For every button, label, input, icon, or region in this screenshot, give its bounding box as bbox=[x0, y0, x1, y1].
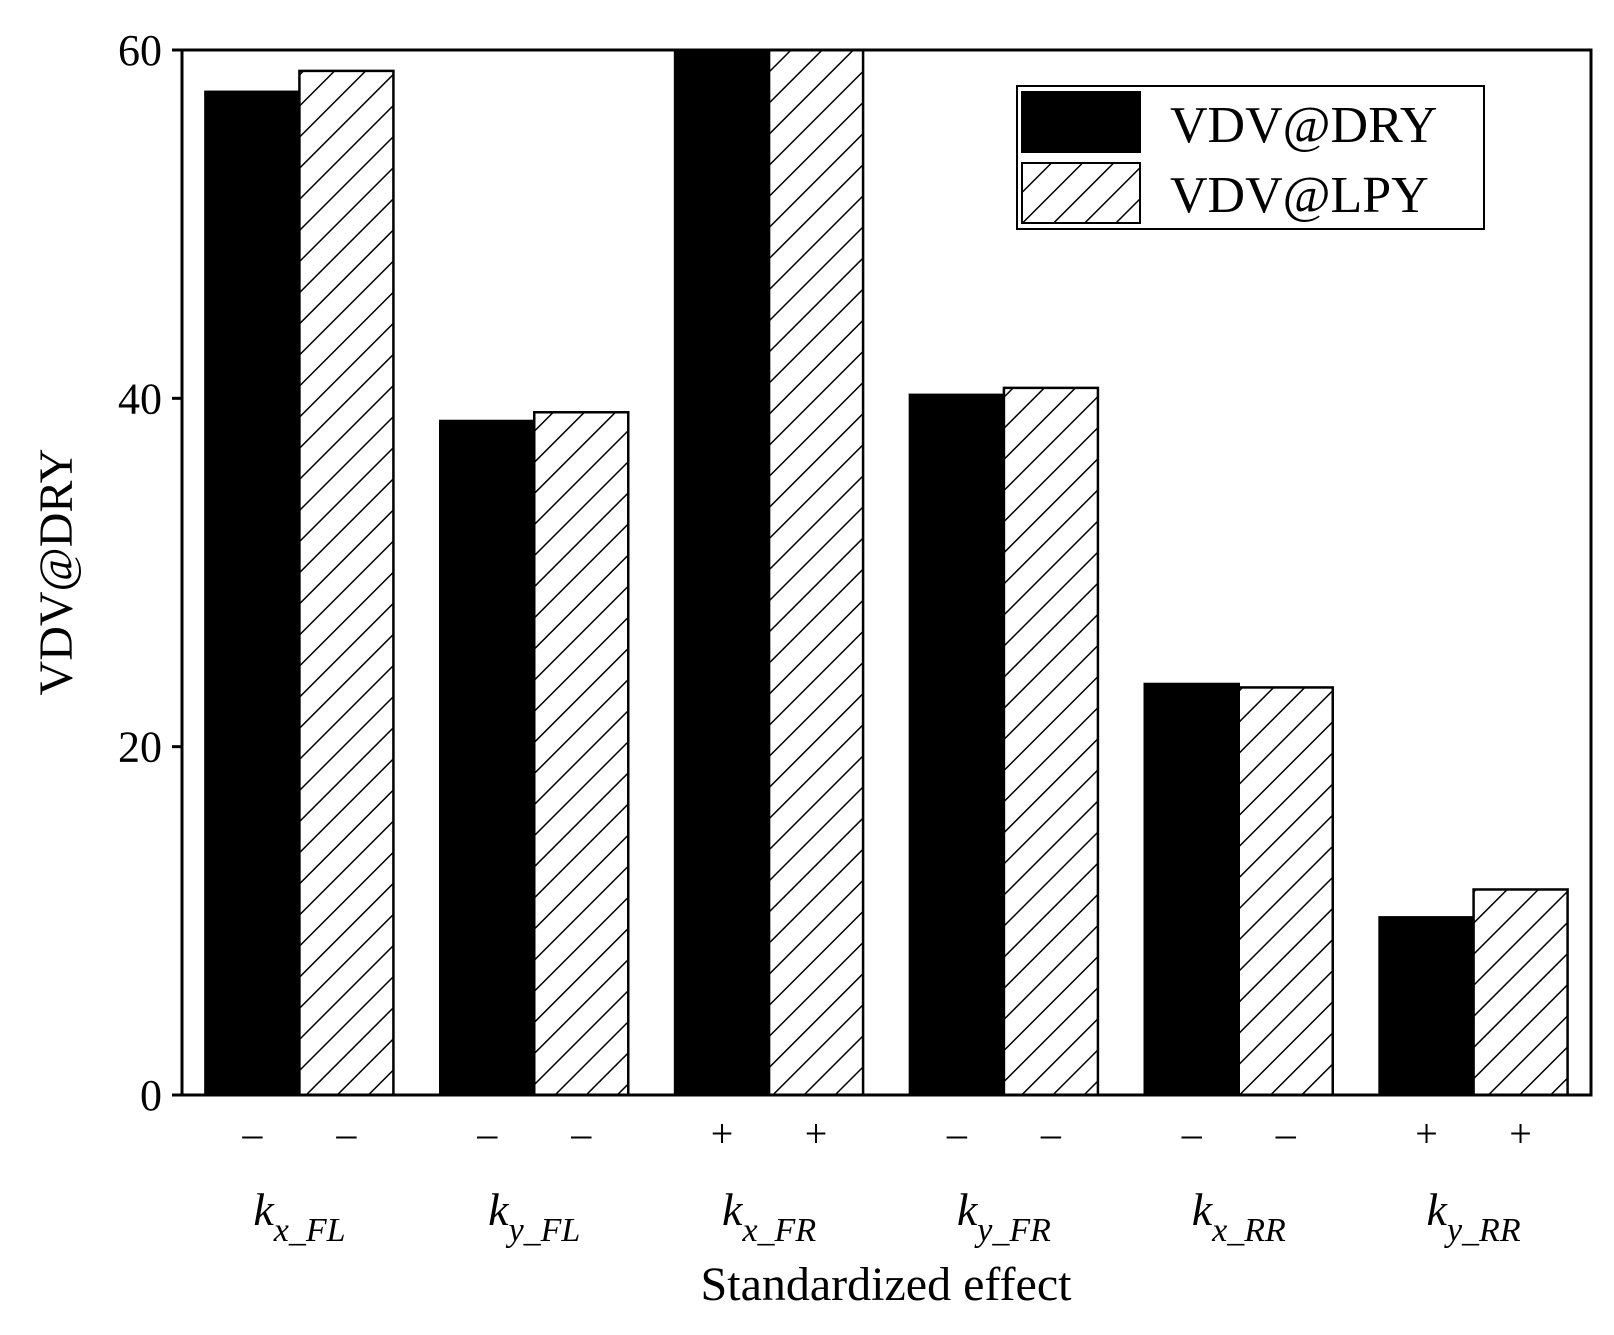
bar-lpy-5 bbox=[1237, 686, 1334, 1097]
sign-label: + bbox=[711, 1111, 734, 1156]
sign-label: + bbox=[1509, 1111, 1532, 1156]
category-label: ky_RR bbox=[1427, 1184, 1521, 1249]
sign-label: + bbox=[1415, 1111, 1438, 1156]
bar-lpy-3 bbox=[767, 48, 865, 1097]
bar-lpy-1 bbox=[298, 69, 395, 1097]
bar-dry-6 bbox=[1378, 916, 1475, 1097]
bar-dry-2 bbox=[439, 419, 536, 1097]
bar-dry-5 bbox=[1143, 682, 1240, 1097]
sign-label: – bbox=[241, 1111, 263, 1156]
sign-label: – bbox=[476, 1111, 498, 1156]
bar-lpy-2 bbox=[533, 411, 630, 1097]
sign-label: – bbox=[335, 1111, 357, 1156]
category-labels: – – kx_FL – – ky_FL + + kx_FR – – ky_FR – – kx_RR + + ky_… bbox=[241, 1111, 1531, 1249]
bar-dry-1 bbox=[204, 90, 301, 1097]
category-label: ky_FL bbox=[488, 1184, 580, 1249]
sign-label: – bbox=[570, 1111, 592, 1156]
sign-label: – bbox=[1275, 1111, 1297, 1156]
sign-label: – bbox=[946, 1111, 968, 1156]
y-tick-label: 0 bbox=[140, 1071, 162, 1120]
x-axis-title: Standardized effect bbox=[701, 1258, 1073, 1311]
plot-frame bbox=[180, 48, 1593, 1097]
category-label: ky_FR bbox=[957, 1184, 1051, 1249]
y-axis-title: VDV@DRY bbox=[30, 449, 83, 696]
sign-label: – bbox=[1040, 1111, 1062, 1156]
y-tick-label: 40 bbox=[118, 374, 162, 423]
bar-lpy-6 bbox=[1472, 888, 1569, 1097]
axis-ticks: 0 20 40 60 bbox=[118, 26, 182, 1120]
legend-swatch-dry bbox=[1021, 91, 1141, 153]
sign-label: – bbox=[1181, 1111, 1203, 1156]
legend-swatch-lpy bbox=[1021, 162, 1141, 224]
bar-dry-4 bbox=[908, 393, 1006, 1097]
legend: VDV@DRY VDV@LPY bbox=[1016, 85, 1485, 230]
bars bbox=[204, 48, 1569, 1097]
y-tick-label: 60 bbox=[118, 26, 162, 75]
category-label: kx_FL bbox=[253, 1184, 345, 1249]
bar-dry-3 bbox=[673, 48, 771, 1097]
category-label: kx_FR bbox=[722, 1184, 816, 1249]
sign-label: + bbox=[805, 1111, 828, 1156]
legend-label-lpy: VDV@LPY bbox=[1170, 167, 1429, 224]
y-tick-label: 20 bbox=[118, 723, 162, 772]
bar-lpy-4 bbox=[1002, 386, 1100, 1097]
category-label: kx_RR bbox=[1192, 1184, 1286, 1249]
legend-label-dry: VDV@DRY bbox=[1170, 97, 1437, 154]
